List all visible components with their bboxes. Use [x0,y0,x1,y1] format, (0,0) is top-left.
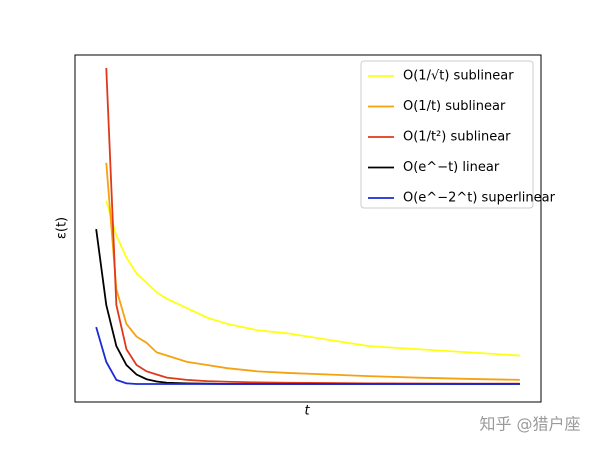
legend-box [360,60,534,209]
legend-label: O(e^−t) linear [403,160,500,175]
watermark: 知乎 @猎户座 [479,415,580,434]
legend-label: O(e^−2^t) superlinear [403,191,556,206]
legend-label: O(1/√t) sublinear [403,69,514,84]
legend-label: O(1/t²) sublinear [403,130,511,145]
y-axis-label: ε(t) [55,217,70,239]
legend-label: O(1/t) sublinear [403,99,506,114]
plot-frame [74,54,542,403]
line [95,326,520,385]
line [105,200,520,357]
x-axis-label: t [304,404,310,419]
line [105,162,520,381]
